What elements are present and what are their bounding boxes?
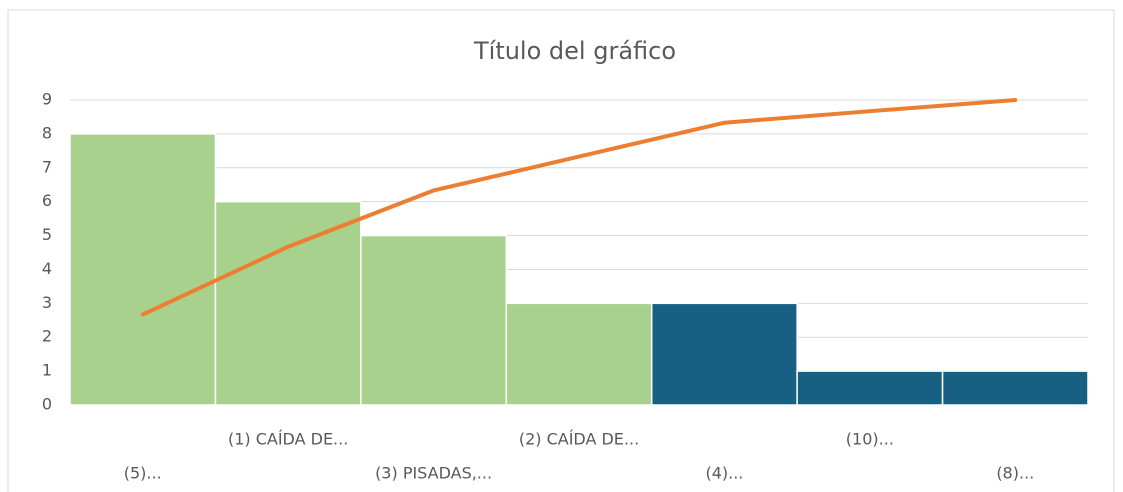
y-tick-label: 1 (42, 361, 52, 380)
bar (360, 234, 508, 406)
bar (941, 370, 1089, 406)
bar (69, 133, 217, 406)
x-tick-label: (10)... (846, 430, 894, 449)
chart-title: Título del gráfico (473, 37, 676, 65)
y-tick-label: 9 (42, 90, 52, 109)
x-tick-label: (1) CAÍDA DE... (228, 430, 348, 449)
x-tick-label: (3) PISADAS,... (375, 464, 492, 483)
bar (214, 200, 362, 406)
y-tick-label: 4 (42, 259, 52, 278)
y-tick-label: 6 (42, 191, 52, 210)
y-tick-label: 5 (42, 225, 52, 244)
cumulative-line (140, 98, 1018, 317)
y-tick-label: 7 (42, 157, 52, 176)
x-tick-label: (8)... (996, 464, 1034, 483)
bar (796, 370, 944, 406)
bar (505, 302, 653, 406)
x-tick-label: (4)... (705, 464, 743, 483)
y-tick-label: 0 (42, 395, 52, 414)
y-tick-label: 3 (42, 293, 52, 312)
x-tick-label: (2) CAÍDA DE... (519, 430, 639, 449)
y-tick-label: 2 (42, 327, 52, 346)
bar (650, 302, 798, 406)
x-tick-label: (5)... (124, 464, 162, 483)
y-tick-label: 8 (42, 123, 52, 142)
